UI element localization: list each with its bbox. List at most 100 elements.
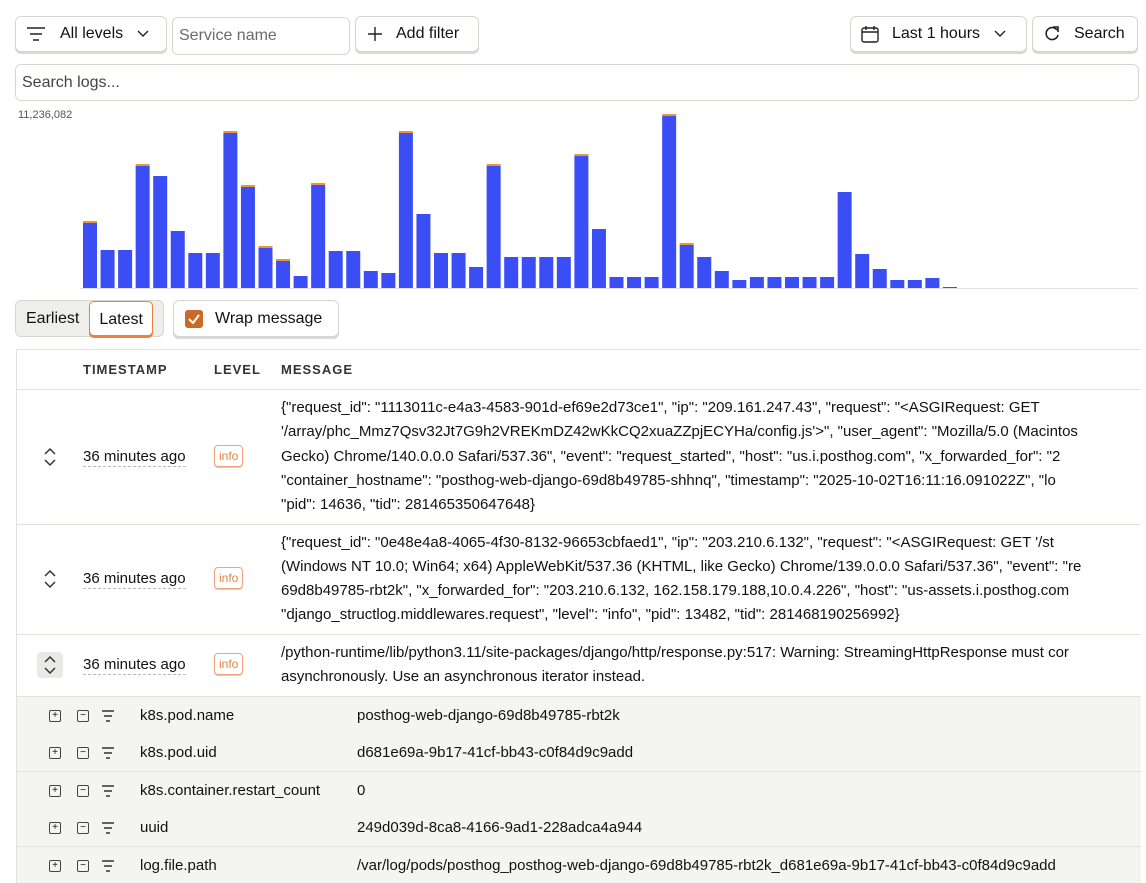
bar <box>907 279 922 288</box>
date-range-label: Last 1 hours <box>892 25 981 42</box>
attr-icon[interactable]: − <box>77 784 89 797</box>
log-row[interactable]: 36 minutes ago info/python-runtime/lib/py… <box>17 635 1141 697</box>
attr-icon[interactable]: + <box>49 784 61 797</box>
filter-icon <box>27 27 45 41</box>
service-input[interactable]: Service name <box>172 17 350 55</box>
attr-filter[interactable] <box>101 746 115 763</box>
search-button[interactable]: Search <box>1032 16 1138 52</box>
message-line: {"request_id": "1113011c-e4a3-4583-901d-… <box>281 399 1040 416</box>
bar <box>504 257 519 288</box>
bar <box>539 257 554 288</box>
bar <box>118 249 133 288</box>
bar <box>469 267 484 288</box>
bar <box>451 253 466 288</box>
bar <box>679 244 694 288</box>
chevron <box>137 30 149 37</box>
date-range[interactable]: Last 1 hours <box>850 16 1027 52</box>
bar <box>679 243 694 245</box>
bar <box>714 271 729 288</box>
bar <box>363 271 378 288</box>
level-badge: info <box>214 444 244 467</box>
bar <box>609 277 624 288</box>
log-row[interactable]: 36 minutes ago info {"request_id": "0e48e4… <box>17 525 1141 635</box>
add-filter-label: Add filter <box>396 25 460 42</box>
expand-toggle[interactable] <box>37 566 63 592</box>
bar <box>486 166 501 288</box>
bar <box>240 185 255 188</box>
bar <box>153 176 168 288</box>
chevrons <box>44 570 56 589</box>
bar <box>311 183 326 186</box>
attribute-row: + − uuid 249d039d-8ca8-4166-9ad1-228adca4a9… <box>17 809 1141 848</box>
timestamp: 36 minutes ago <box>83 570 186 590</box>
expand-toggle[interactable] <box>37 444 63 470</box>
level-filter[interactable]: All levels <box>15 16 167 52</box>
attr-icon[interactable]: − <box>77 747 89 760</box>
attribute-row: + − k8s.pod.name posthog-web-django-69d8b49… <box>17 696 1141 735</box>
bar <box>749 277 764 288</box>
message: {"request_id": "0e48e4a8-4065-4f30-8132-… <box>281 531 1081 628</box>
bar <box>205 253 220 288</box>
attr-filter[interactable] <box>101 821 115 838</box>
bar <box>767 277 782 288</box>
wrap-label: Wrap message <box>215 309 323 327</box>
bar <box>381 273 396 288</box>
bar <box>258 248 273 288</box>
attr-icon[interactable]: + <box>49 747 61 760</box>
bar <box>521 257 536 288</box>
attr-icon[interactable]: + <box>49 859 61 872</box>
order-latest[interactable]: Latest <box>89 301 153 336</box>
attr-icon[interactable]: − <box>77 859 89 872</box>
filter-icon <box>102 859 114 872</box>
message-line: "container_hostname": "posthog-web-djang… <box>281 471 1056 489</box>
attr-filter[interactable] <box>101 709 115 726</box>
histogram: 11,236,082 <box>18 109 1138 289</box>
bar <box>872 268 887 288</box>
message-line: asynchronously. Use an asynchronous iter… <box>281 667 646 685</box>
filter-icon <box>102 747 114 759</box>
bar <box>188 253 203 288</box>
log-table: TIMESTAMP LEVEL MESSAGE 36 minutes ago info {… <box>16 349 1141 883</box>
plus-icon <box>368 27 382 41</box>
bar <box>100 249 115 288</box>
refresh-icon <box>1045 26 1059 41</box>
bar <box>135 166 150 288</box>
order-toggle: Earliest Latest <box>15 300 164 337</box>
attr-icon[interactable]: + <box>49 822 61 835</box>
chevrons <box>44 656 56 675</box>
message-line: {"request_id": "0e48e4a8-4065-4f30-8132-… <box>281 533 1054 551</box>
attribute-row: + − k8s.container.restart_count 0 <box>17 771 1141 810</box>
message: /python-runtime/lib/python3.11/site-pack… <box>281 641 1069 690</box>
bar <box>398 133 413 288</box>
attr-icon[interactable]: − <box>77 822 89 835</box>
log-row[interactable]: 36 minutes ago info {"request_id": "111301… <box>17 390 1141 525</box>
message-line: "pid": 14636, "tid": 281465350647648} <box>281 496 536 514</box>
order-earliest[interactable]: Earliest <box>26 309 80 327</box>
bar <box>837 192 852 288</box>
bar <box>662 116 677 288</box>
calendar-icon <box>861 26 879 43</box>
attr-key: k8s.pod.uid <box>140 744 217 762</box>
bar <box>170 231 185 288</box>
bar <box>591 229 606 288</box>
search-input[interactable]: Search logs... <box>15 64 1139 101</box>
attr-icon[interactable]: + <box>49 709 61 722</box>
filter-icon <box>102 822 114 834</box>
wrap-checkbox[interactable]: Wrap message <box>173 300 339 337</box>
attr-icon[interactable]: − <box>77 709 89 722</box>
bar <box>223 133 238 288</box>
message-line: (Windows NT 10.0; Win64; x64) AppleWebKi… <box>281 557 1082 575</box>
attr-key: k8s.pod.name <box>140 706 235 724</box>
column-header: MESSAGE <box>281 362 354 377</box>
message-line: 69d8b49785-rbt2k", "x_forwarded_for": "2… <box>281 582 1070 600</box>
attr-filter[interactable] <box>101 784 115 801</box>
bar <box>697 257 712 288</box>
level-badge: info <box>214 653 244 676</box>
expand-toggle[interactable] <box>37 652 63 679</box>
bar <box>416 214 431 288</box>
table-header: TIMESTAMP LEVEL MESSAGE <box>17 350 1141 390</box>
attr-filter[interactable] <box>101 859 115 876</box>
add-filter-button[interactable]: Add filter <box>355 16 479 52</box>
filter-icon <box>102 709 114 722</box>
column-header: LEVEL <box>214 362 261 377</box>
